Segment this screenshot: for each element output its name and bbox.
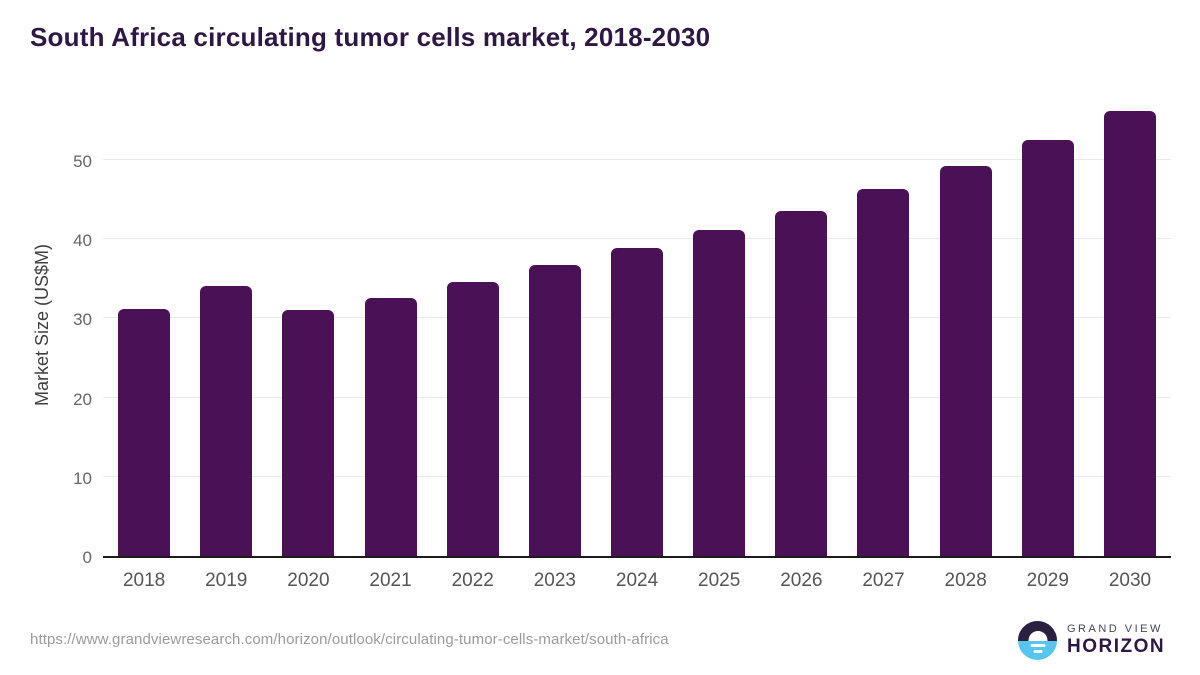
bar-column-2018 [103, 98, 185, 556]
bar-2029 [1021, 140, 1074, 556]
bar-2027 [857, 189, 910, 556]
bar-column-2025 [678, 98, 760, 556]
x-label-2020: 2020 [287, 570, 330, 591]
brand-logo: GRAND VIEW HORIZON [1018, 621, 1165, 660]
bar-2021 [364, 297, 417, 556]
y-tick-label-50: 50 [73, 152, 92, 171]
x-label-2028: 2028 [944, 570, 987, 591]
bar-column-2026 [760, 98, 842, 556]
bar-2025 [693, 229, 746, 556]
bar-column-2021 [349, 98, 431, 556]
x-label-2030: 2030 [1108, 570, 1152, 591]
bar-column-2028 [925, 98, 1007, 556]
bar-column-2027 [842, 98, 924, 556]
bar-column-2030 [1089, 98, 1171, 556]
bar-2022 [446, 281, 499, 556]
x-axis-labels: 2018 2019 2020 2021 2022 2023 2024 2025 2026 2027… [103, 570, 1171, 592]
y-tick-label-20: 20 [73, 389, 92, 409]
bar-2030 [1103, 110, 1156, 556]
x-label-2029: 2029 [1026, 570, 1069, 591]
plot-area [103, 98, 1171, 558]
bar-column-2024 [596, 98, 678, 556]
x-label-2023: 2023 [533, 570, 576, 591]
bar-column-2020 [267, 98, 349, 556]
x-label-2021: 2021 [369, 570, 412, 591]
chart-title: South Africa circulating tumor cells mar… [30, 22, 711, 52]
y-tick-label-10: 10 [73, 468, 92, 488]
logo-grand-view: GRAND VIEW [1067, 623, 1163, 635]
bar-2020 [282, 310, 335, 556]
x-label-2026: 2026 [780, 570, 823, 591]
y-tick-label-40: 40 [73, 231, 92, 251]
x-label-2024: 2024 [615, 570, 659, 591]
bar-2028 [939, 166, 992, 556]
bar-2023 [528, 264, 581, 556]
gridline-50 [103, 159, 1171, 160]
bar-column-2029 [1007, 98, 1089, 556]
y-tick-label-30: 30 [73, 310, 92, 330]
x-label-2027: 2027 [862, 570, 905, 591]
bar-column-2022 [432, 98, 514, 556]
x-label-2019: 2019 [205, 570, 248, 591]
gridline-40 [103, 238, 1171, 240]
x-label-2022: 2022 [451, 570, 494, 591]
bar-2026 [775, 210, 828, 556]
bar-2018 [118, 308, 171, 556]
x-label-2018: 2018 [122, 570, 166, 591]
bar-2019 [200, 285, 253, 556]
source-url: https://www.grandviewresearch.com/horizo… [30, 631, 669, 648]
logo-text: GRAND VIEW HORIZON [1067, 623, 1165, 658]
x-label-2025: 2025 [698, 570, 741, 591]
logo-horizon: HORIZON [1067, 636, 1166, 657]
bar-column-2023 [514, 98, 596, 556]
horizon-sun-icon [1018, 621, 1057, 660]
y-tick-label-0: 0 [82, 548, 92, 567]
bar-column-2019 [185, 98, 267, 556]
bar-2024 [611, 247, 664, 556]
y-axis-ticks: 0 10 20 30 40 50 [0, 98, 92, 567]
bar-series [103, 98, 1171, 556]
